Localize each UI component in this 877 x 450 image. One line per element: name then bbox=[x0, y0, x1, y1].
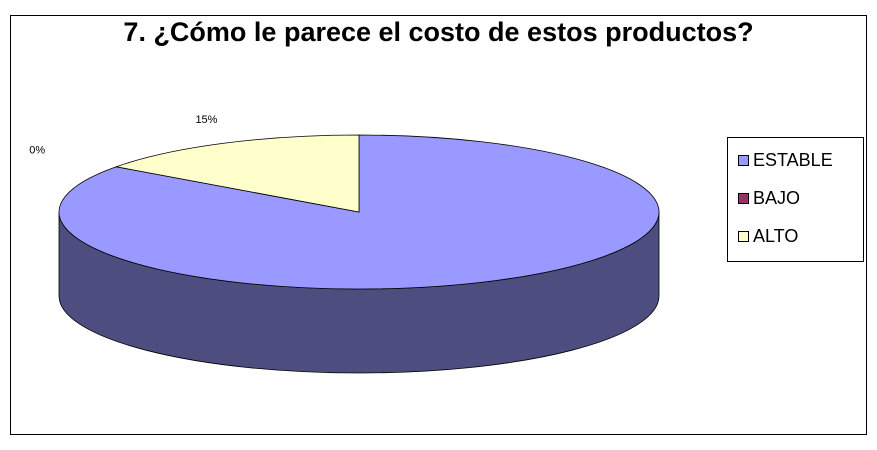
legend: ESTABLE BAJO ALTO bbox=[727, 137, 864, 262]
legend-swatch-alto bbox=[738, 230, 749, 242]
chart-title: 7. ¿Cómo le parece el costo de estos pro… bbox=[123, 17, 754, 47]
legend-item-estable: ESTABLE bbox=[738, 148, 833, 172]
legend-label-bajo: BAJO bbox=[753, 187, 801, 208]
data-label-alto: 15% bbox=[195, 114, 217, 126]
legend-item-alto: ALTO bbox=[738, 224, 798, 248]
legend-label-alto: ALTO bbox=[753, 225, 799, 246]
legend-swatch-estable bbox=[738, 154, 749, 166]
legend-item-bajo: BAJO bbox=[738, 186, 800, 210]
pie-slice-alto bbox=[114, 134, 360, 213]
legend-swatch-bajo bbox=[738, 192, 749, 204]
data-label-bajo: 0% bbox=[29, 144, 45, 156]
legend-label-estable: ESTABLE bbox=[753, 149, 833, 170]
